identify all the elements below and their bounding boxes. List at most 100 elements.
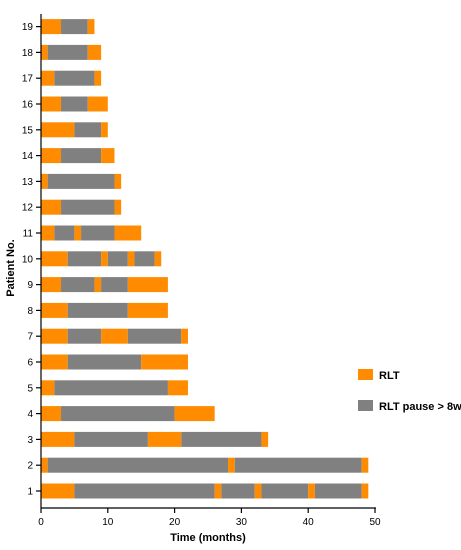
bar-patient-8 bbox=[41, 302, 168, 318]
bar-segment-pause bbox=[127, 328, 182, 344]
bar-segment-rlt bbox=[101, 251, 108, 267]
bar-segment-rlt bbox=[308, 483, 315, 499]
bar-segment-rlt bbox=[147, 431, 182, 447]
bar-segment-rlt bbox=[127, 277, 168, 293]
bar-segment-pause bbox=[54, 70, 95, 86]
legend-swatch bbox=[358, 369, 373, 380]
x-tick-label: 40 bbox=[303, 517, 315, 528]
bar-patient-1 bbox=[41, 483, 369, 499]
bar-segment-pause bbox=[61, 406, 175, 422]
bar-segment-rlt bbox=[41, 96, 62, 112]
bar-segment-rlt bbox=[41, 148, 62, 164]
bar-segment-rlt bbox=[41, 431, 75, 447]
bar-segment-rlt bbox=[87, 19, 95, 35]
bar-segment-pause bbox=[61, 277, 95, 293]
y-tick-label: 17 bbox=[22, 74, 34, 85]
bar-patient-5 bbox=[41, 380, 188, 396]
legend-swatch bbox=[358, 400, 373, 411]
bar-segment-rlt bbox=[361, 483, 369, 499]
bar-segment-rlt bbox=[94, 70, 102, 86]
bar-segment-rlt bbox=[74, 225, 82, 241]
y-tick-label: 16 bbox=[22, 100, 34, 111]
x-tick-label: 10 bbox=[102, 517, 114, 528]
bar-patient-4 bbox=[41, 406, 215, 422]
bar-segment-rlt bbox=[228, 457, 235, 473]
bar-segment-rlt bbox=[41, 380, 55, 396]
y-tick-label: 3 bbox=[27, 435, 33, 446]
y-tick-label: 9 bbox=[27, 280, 33, 291]
bar-patient-11 bbox=[41, 225, 142, 241]
bar-segment-rlt bbox=[41, 173, 48, 189]
bar-segment-rlt bbox=[101, 148, 115, 164]
bar-patient-3 bbox=[41, 431, 269, 447]
bar-segment-rlt bbox=[361, 457, 369, 473]
bar-segment-pause bbox=[74, 431, 148, 447]
bar-segment-rlt bbox=[94, 277, 102, 293]
bar-segment-rlt bbox=[141, 354, 188, 370]
bar-segment-pause bbox=[261, 483, 309, 499]
y-tick-label: 5 bbox=[27, 383, 33, 394]
y-tick-label: 7 bbox=[27, 332, 33, 343]
bar-segment-rlt bbox=[41, 225, 55, 241]
y-tick-label: 13 bbox=[22, 177, 34, 188]
bar-segment-rlt bbox=[41, 457, 48, 473]
bar-segment-rlt bbox=[101, 328, 128, 344]
bar-segment-pause bbox=[47, 457, 229, 473]
bar-patient-17 bbox=[41, 70, 102, 86]
bar-segment-pause bbox=[67, 251, 102, 267]
bar-segment-rlt bbox=[114, 173, 122, 189]
bars-layer bbox=[41, 19, 369, 499]
bar-segment-pause bbox=[54, 380, 168, 396]
bar-segment-pause bbox=[81, 225, 115, 241]
bar-segment-pause bbox=[67, 302, 128, 318]
bar-patient-19 bbox=[41, 19, 95, 35]
bar-segment-pause bbox=[67, 328, 102, 344]
bar-segment-pause bbox=[61, 19, 88, 35]
bar-segment-pause bbox=[134, 251, 155, 267]
y-tick-label: 4 bbox=[27, 409, 33, 420]
bar-patient-10 bbox=[41, 251, 162, 267]
bar-segment-rlt bbox=[254, 483, 262, 499]
bar-segment-rlt bbox=[167, 380, 188, 396]
bar-patient-13 bbox=[41, 173, 122, 189]
bar-patient-2 bbox=[41, 457, 369, 473]
bar-patient-9 bbox=[41, 277, 168, 293]
y-tick-label: 15 bbox=[22, 125, 34, 136]
bar-segment-rlt bbox=[181, 328, 188, 344]
bar-segment-pause bbox=[107, 251, 128, 267]
bar-segment-rlt bbox=[127, 251, 135, 267]
bar-segment-rlt bbox=[127, 302, 168, 318]
bar-segment-rlt bbox=[261, 431, 269, 447]
bar-segment-pause bbox=[181, 431, 262, 447]
y-tick-label: 8 bbox=[27, 306, 33, 317]
bar-patient-6 bbox=[41, 354, 188, 370]
bar-patient-15 bbox=[41, 122, 108, 138]
bar-segment-rlt bbox=[41, 302, 68, 318]
bar-segment-rlt bbox=[41, 483, 75, 499]
bar-segment-pause bbox=[61, 199, 115, 215]
bar-segment-pause bbox=[61, 96, 88, 112]
bar-patient-18 bbox=[41, 44, 102, 60]
bar-segment-rlt bbox=[41, 122, 75, 138]
bar-segment-rlt bbox=[41, 251, 68, 267]
bar-segment-pause bbox=[234, 457, 362, 473]
y-tick-label: 2 bbox=[27, 461, 33, 472]
x-axis-title: Time (months) bbox=[170, 532, 246, 544]
bar-segment-rlt bbox=[41, 70, 55, 86]
bar-segment-pause bbox=[61, 148, 102, 164]
bar-segment-rlt bbox=[41, 199, 62, 215]
y-tick-label: 10 bbox=[22, 254, 34, 265]
y-tick-label: 1 bbox=[27, 487, 33, 498]
y-tick-label: 11 bbox=[23, 229, 34, 240]
y-tick-label: 18 bbox=[22, 48, 34, 59]
legend-label: RLT bbox=[379, 370, 400, 382]
bar-segment-pause bbox=[47, 173, 115, 189]
bar-segment-rlt bbox=[41, 44, 48, 60]
bar-segment-rlt bbox=[41, 277, 62, 293]
y-tick-label: 6 bbox=[27, 358, 33, 369]
bar-segment-pause bbox=[101, 277, 128, 293]
x-axis: 0 10 20 30 40 50 bbox=[38, 507, 381, 528]
legend: RLT RLT pause > 8w bbox=[358, 369, 461, 413]
